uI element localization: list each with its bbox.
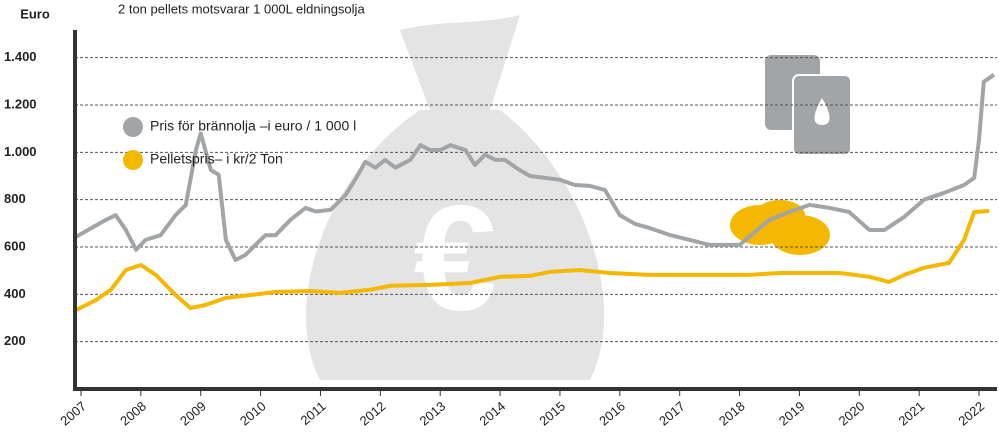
x-tick-label: 2021 — [896, 398, 928, 428]
x-tick-label: 2015 — [536, 398, 568, 428]
x-tick-label: 2009 — [177, 398, 209, 428]
bag-top — [400, 15, 520, 110]
legend: Pris för brännolja –i euro / 1 000 l Pell… — [123, 117, 356, 170]
y-tick-label: 600 — [4, 238, 26, 253]
x-tick-label: 2018 — [716, 398, 748, 428]
x-tick-label: 2016 — [596, 398, 628, 428]
x-tick-label: 2014 — [476, 398, 508, 428]
x-tick-label: 2010 — [237, 398, 269, 428]
legend-marker — [123, 117, 143, 137]
x-tick-label: 2007 — [57, 398, 89, 428]
x-tick-label: 2020 — [836, 398, 868, 428]
x-tick-label: 2012 — [357, 398, 389, 428]
y-tick-label: 400 — [4, 286, 26, 301]
x-tick-label: 2022 — [955, 398, 987, 428]
y-tick-label: 200 — [4, 333, 26, 348]
euro-symbol: € — [413, 174, 496, 342]
legend-label: Pris för brännolja –i euro / 1 000 l — [150, 118, 356, 134]
legend-label: Pelletspris– i kr/2 Ton — [150, 151, 283, 167]
chart: € 2 ton pellets motsvarar 1 000L eldning… — [0, 0, 999, 448]
y-axis-label: Euro — [20, 6, 50, 21]
y-tick-label: 1.200 — [4, 96, 37, 111]
x-tick-label: 2013 — [417, 398, 449, 428]
y-tick-label: 1.400 — [4, 49, 37, 64]
legend-marker — [123, 150, 143, 170]
chart-title: 2 ton pellets motsvarar 1 000L eldningso… — [118, 1, 365, 16]
x-tick-label: 2008 — [117, 398, 149, 428]
x-tick-label: 2017 — [656, 398, 688, 428]
x-tick-label: 2019 — [776, 398, 808, 428]
x-tick-label: 2011 — [298, 398, 329, 427]
money-bag: € — [306, 15, 604, 380]
y-tick-label: 1.000 — [4, 144, 37, 159]
y-tick-label: 800 — [4, 191, 26, 206]
